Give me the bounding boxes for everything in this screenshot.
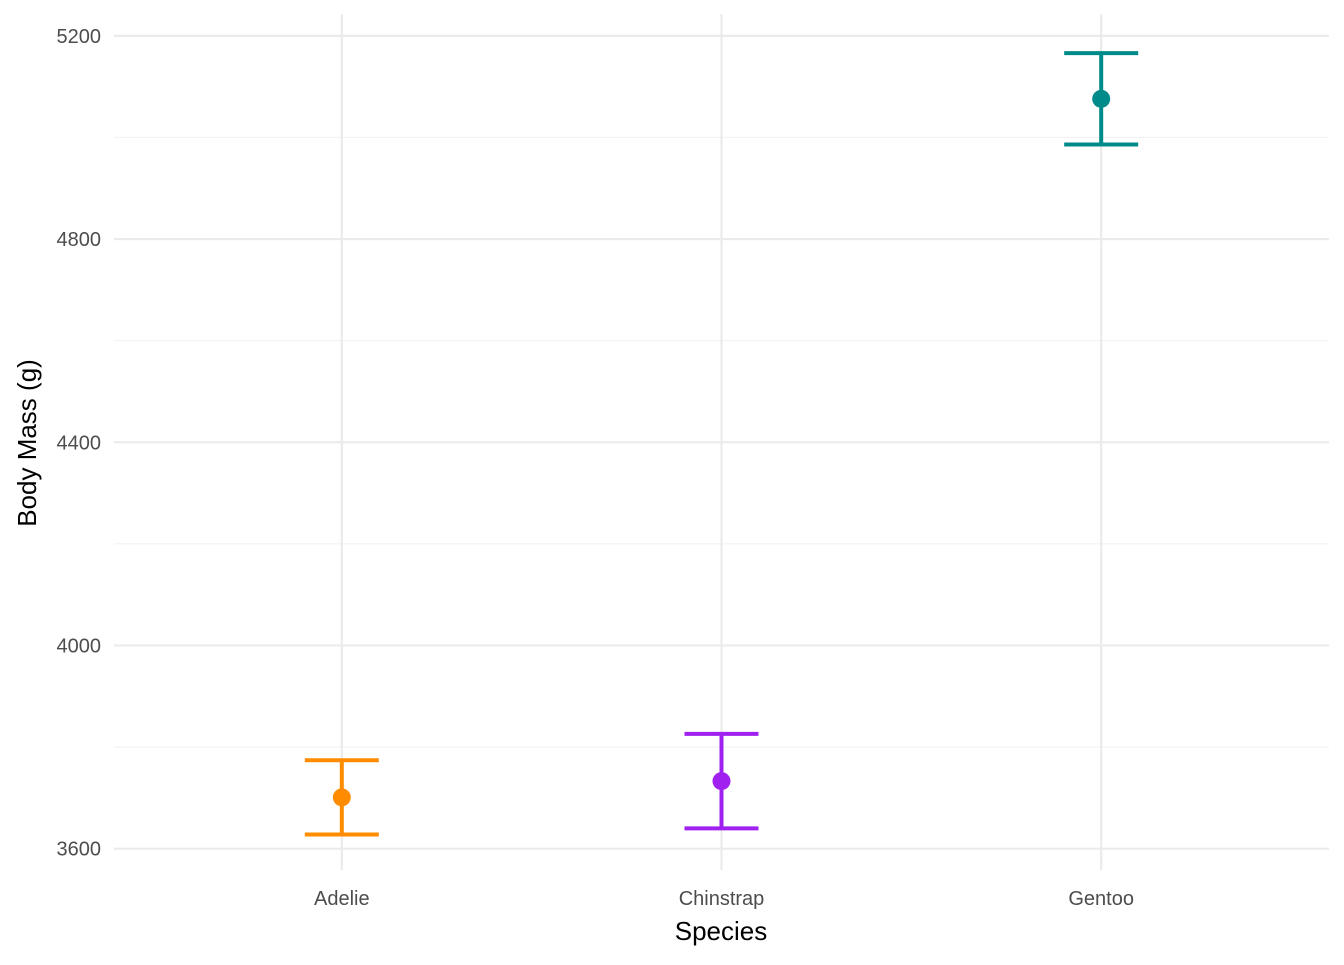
x-axis-title: Species (675, 916, 768, 946)
y-axis-title: Body Mass (g) (12, 359, 42, 527)
errorbar-gentoo (1064, 51, 1139, 147)
y-tick-label: 5200 (57, 26, 102, 48)
y-axis-ticks: 3600 4000 4400 4800 5200 (57, 26, 102, 861)
errorbar-chinstrap (684, 731, 759, 831)
x-tick-label: Gentoo (1068, 888, 1134, 910)
errorbar-adelie (304, 758, 379, 837)
mean-point (1092, 89, 1111, 108)
mean-point (712, 772, 731, 791)
x-axis-ticks: Adelie Chinstrap Gentoo (314, 888, 1134, 910)
y-tick-label: 4800 (57, 229, 102, 251)
y-tick-label: 4000 (57, 635, 102, 657)
y-tick-label: 4400 (57, 432, 102, 454)
grid (114, 14, 1329, 870)
x-tick-label: Chinstrap (679, 888, 765, 910)
y-tick-label: 3600 (57, 839, 102, 861)
data-marks (304, 51, 1139, 837)
x-tick-label: Adelie (314, 888, 370, 910)
mean-point (332, 788, 351, 807)
